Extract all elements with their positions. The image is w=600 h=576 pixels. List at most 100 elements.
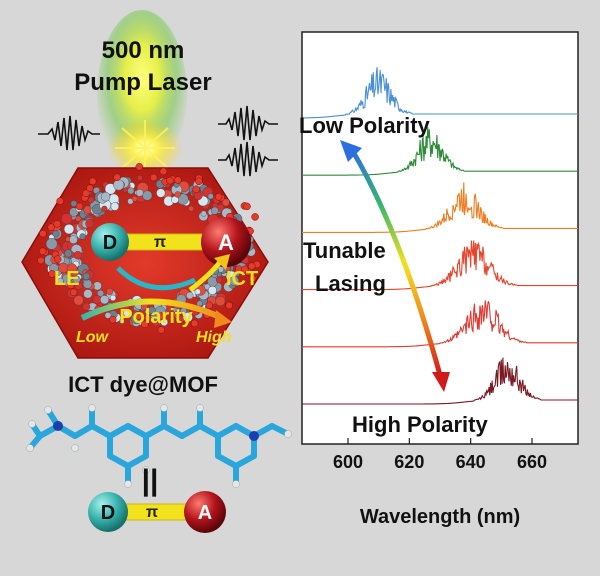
spectrum-line-6 bbox=[302, 357, 578, 405]
mof-oxygen-atom bbox=[47, 223, 55, 231]
hydrogen-atom bbox=[88, 404, 96, 412]
donor-label: D bbox=[103, 232, 117, 254]
mof-atom bbox=[186, 291, 194, 300]
mof-oxygen-atom bbox=[135, 312, 143, 320]
emitted-wave-packet-lower bbox=[218, 141, 278, 177]
mof-oxygen-atom bbox=[75, 202, 84, 211]
nitrogen-atom bbox=[249, 431, 259, 441]
small-acceptor-sphere bbox=[184, 491, 226, 533]
mof-oxygen-atom bbox=[143, 314, 152, 322]
mof-atom bbox=[104, 312, 112, 319]
mof-oxygen-atom bbox=[214, 193, 223, 201]
mof-atom bbox=[64, 249, 73, 258]
mof-atom bbox=[200, 210, 207, 217]
mof-atom bbox=[160, 318, 168, 327]
mof-atom bbox=[137, 174, 143, 181]
small-donor-sphere bbox=[88, 492, 128, 532]
hydrogen-atom bbox=[284, 430, 292, 438]
mof-oxygen-atom bbox=[205, 301, 214, 310]
mof-atom bbox=[229, 276, 239, 286]
mof-atom bbox=[52, 230, 60, 238]
mof-oxygen-atom bbox=[157, 312, 165, 320]
spectrum-line-4 bbox=[302, 240, 578, 291]
hydrogen-atom bbox=[71, 444, 79, 452]
molecule-bond bbox=[161, 423, 185, 439]
molecule-bond bbox=[107, 423, 131, 439]
nitrogen-atom bbox=[53, 421, 63, 431]
donor-sphere bbox=[91, 223, 129, 261]
molecule-bond bbox=[215, 423, 239, 439]
hydrogen-atom bbox=[196, 404, 204, 412]
mof-atom bbox=[83, 289, 93, 299]
mof-atom bbox=[63, 224, 75, 235]
pi-bridge-label: π bbox=[154, 234, 166, 251]
mof-atom bbox=[131, 195, 138, 202]
mof-atom bbox=[45, 238, 58, 250]
molecule-bond bbox=[197, 423, 221, 439]
tuning-arrow-head-top bbox=[340, 140, 362, 162]
molecule-bond bbox=[215, 453, 239, 469]
mof-atom bbox=[99, 295, 109, 305]
x-tick-label: 600 bbox=[333, 452, 363, 472]
tunable-label: Tunable bbox=[303, 238, 386, 263]
mof-atom bbox=[221, 198, 230, 207]
x-tick-label: 620 bbox=[394, 452, 424, 472]
mof-atom bbox=[194, 288, 201, 295]
mof-atom bbox=[174, 191, 181, 198]
mof-atom bbox=[85, 219, 95, 229]
mof-oxygen-atom bbox=[48, 270, 56, 278]
hydrogen-atom bbox=[160, 404, 168, 412]
mof-atom bbox=[69, 235, 78, 244]
mof-oxygen-atom bbox=[88, 177, 97, 186]
mof-caption: ICT dye@MOF bbox=[68, 372, 218, 397]
mof-atom bbox=[156, 188, 166, 198]
low-polarity-label: Low Polarity bbox=[299, 113, 431, 138]
molecule-bond bbox=[143, 423, 167, 439]
mof-atom bbox=[152, 319, 160, 327]
molecule-bond bbox=[107, 453, 131, 469]
mof-atom bbox=[82, 272, 91, 281]
mof-atom bbox=[82, 279, 93, 289]
hydrogen-atom bbox=[124, 480, 132, 488]
spectra-series bbox=[302, 67, 578, 405]
mof-atom bbox=[119, 318, 125, 324]
x-tick-label: 660 bbox=[517, 452, 547, 472]
dye-molecule-structure bbox=[26, 404, 292, 488]
pump-wavelength-label: 500 nm bbox=[102, 37, 185, 64]
mof-oxygen-atom bbox=[86, 184, 94, 192]
mof-oxygen-atom bbox=[166, 176, 174, 185]
mof-atom bbox=[61, 213, 73, 225]
hydrogen-atom bbox=[44, 406, 52, 414]
mof-oxygen-atom bbox=[149, 173, 158, 182]
acceptor-label: A bbox=[218, 230, 234, 255]
molecule-bond bbox=[125, 453, 149, 469]
ict-label: ICT bbox=[226, 268, 258, 290]
mof-oxygen-atom bbox=[39, 229, 47, 238]
tuning-arrow bbox=[349, 148, 443, 376]
mof-atom bbox=[215, 276, 223, 284]
mof-atom bbox=[148, 306, 156, 314]
mof-oxygen-atom bbox=[247, 262, 256, 270]
mof-oxygen-atom bbox=[37, 256, 45, 265]
mof-atom bbox=[101, 205, 108, 212]
x-axis: 600 620 640 660 bbox=[333, 438, 547, 472]
mof-oxygen-atom bbox=[251, 213, 259, 221]
mof-atom bbox=[123, 308, 133, 318]
mof-atom bbox=[142, 190, 153, 201]
le-label: LE bbox=[54, 268, 80, 290]
ict-arrow-head bbox=[214, 254, 230, 270]
small-acceptor-label: A bbox=[198, 502, 212, 524]
incoming-wave-packet bbox=[38, 115, 100, 151]
mof-atom bbox=[127, 187, 135, 195]
x-tick-label: 640 bbox=[456, 452, 486, 472]
hydrogen-atom bbox=[232, 480, 240, 488]
mof-atom bbox=[207, 285, 217, 295]
molecule-bond bbox=[125, 423, 149, 439]
mof-oxygen-atom bbox=[173, 311, 181, 319]
molecule-bond bbox=[72, 423, 95, 439]
equivalence-sign: || bbox=[142, 464, 159, 497]
mof-atom bbox=[109, 294, 117, 302]
mof-atom bbox=[79, 233, 86, 240]
